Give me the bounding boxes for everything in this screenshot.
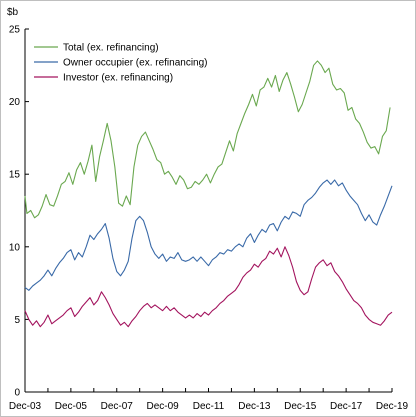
x-tick-label: Dec-05: [55, 401, 88, 412]
series-line-2: [24, 179, 393, 291]
x-tick-label: Dec-13: [238, 401, 271, 412]
x-tick-label: Dec-03: [9, 401, 42, 412]
y-tick-label: 15: [9, 170, 21, 181]
series-line-3: [24, 246, 393, 328]
series-line-1: [24, 60, 391, 219]
x-tick-label: Dec-07: [101, 401, 134, 412]
x-tick-label: Dec-11: [193, 401, 225, 412]
legend-label-1: Total (ex. refinancing): [63, 43, 159, 54]
x-tick-label: Dec-09: [147, 401, 180, 412]
x-tick-label: Dec-19: [376, 401, 409, 412]
y-tick-label: 10: [9, 242, 21, 253]
y-tick-label: 20: [9, 97, 21, 108]
y-axis-label: $b: [7, 7, 19, 18]
y-tick-label: 25: [9, 25, 21, 36]
x-tick-label: Dec-17: [330, 401, 363, 412]
y-tick-label: 0: [14, 388, 20, 399]
legend-label-3: Investor (ex. refinancing): [63, 73, 173, 84]
x-tick-label: Dec-15: [284, 401, 317, 412]
legend-label-2: Owner occupier (ex. refinancing): [63, 58, 208, 69]
y-tick-label: 5: [14, 315, 20, 326]
